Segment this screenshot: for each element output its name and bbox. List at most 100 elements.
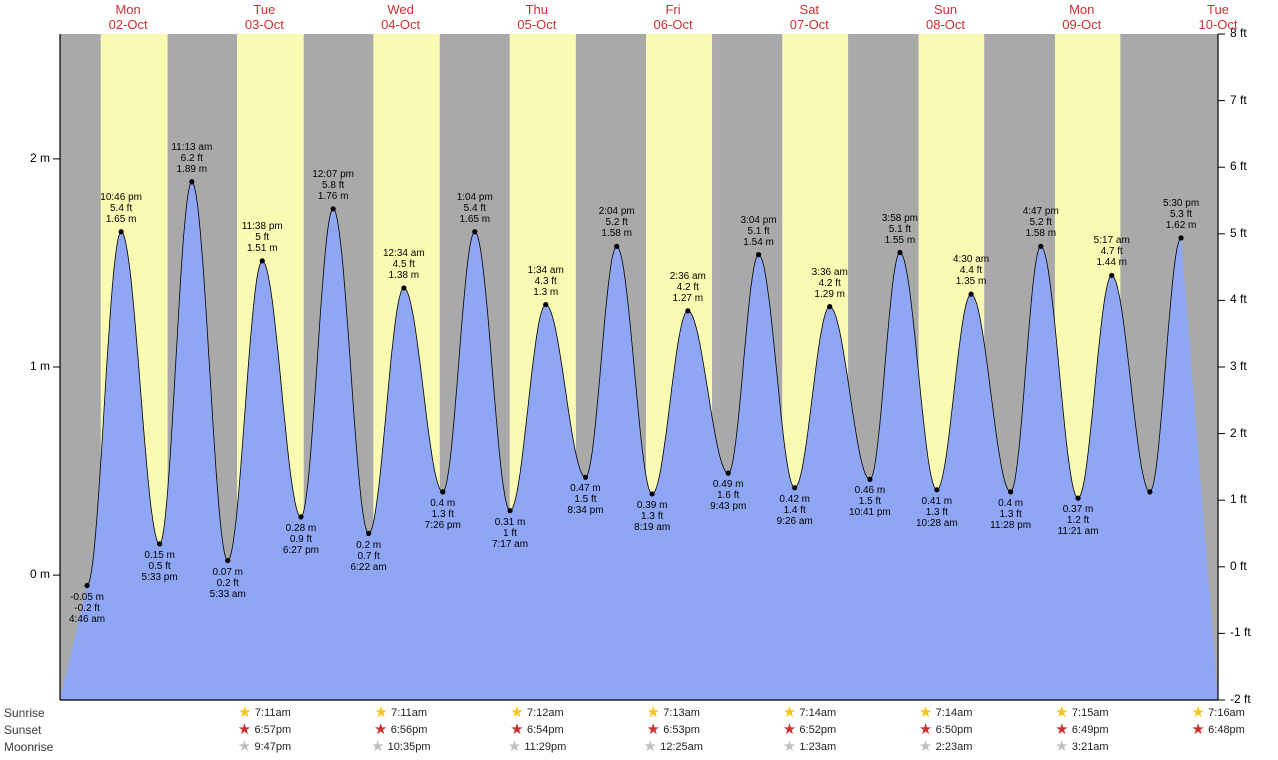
tide-extremum-point [1109, 273, 1114, 278]
day-date: 05-Oct [517, 18, 556, 33]
tide-extremum-label: 12:07 pm5.8 ft1.76 m [312, 169, 354, 202]
extremum-time: 1:34 am [528, 265, 564, 276]
extremum-time: 5:30 pm [1163, 198, 1199, 209]
extremum-time: 11:28 pm [990, 520, 1031, 531]
sunrise-star-icon: ★ [782, 706, 796, 720]
extremum-ft: 5.4 ft [100, 203, 142, 214]
extremum-time: 12:07 pm [312, 169, 354, 180]
moonrise-star-icon: ★ [1055, 740, 1069, 754]
tide-chart: 0 m1 m2 m-2 ft-1 ft0 ft1 ft2 ft3 ft4 ft5… [0, 0, 1278, 760]
extremum-ft: 0.5 ft [142, 561, 178, 572]
extremum-m: 0.37 m [1058, 504, 1099, 515]
sunset-cell: ★6:57pm [237, 723, 291, 737]
extremum-time: 6:27 pm [283, 545, 319, 556]
extremum-ft: 4.4 ft [953, 265, 989, 276]
sunset-cell: ★6:52pm [782, 723, 836, 737]
y-right-tick-label: 6 ft [1230, 159, 1247, 173]
tide-extremum-label: 1:34 am4.3 ft1.3 m [528, 265, 564, 298]
extremum-m: -0.05 m [69, 592, 105, 603]
extremum-time: 4:46 am [69, 614, 105, 625]
extremum-time: 10:28 am [916, 518, 958, 529]
sunrise-star-icon: ★ [1055, 706, 1069, 720]
extremum-m: 0.47 m [567, 483, 603, 494]
tide-extremum-point [1038, 244, 1043, 249]
moonrise-time: 1:23am [799, 741, 836, 753]
sunrise-cell: ★7:14am [782, 706, 836, 720]
extremum-m: 0.42 m [777, 494, 813, 505]
extremum-m: 1.55 m [882, 235, 918, 246]
extremum-time: 4:30 am [953, 254, 989, 265]
moonrise-cell: ★2:23am [919, 740, 973, 754]
sunset-time: 6:52pm [799, 724, 836, 736]
tide-extremum-point [1147, 489, 1152, 494]
tide-extremum-label: 0.39 m1.3 ft8:19 am [634, 500, 670, 533]
moonrise-cell: ★11:29pm [507, 740, 566, 754]
tide-extremum-label: 0.46 m1.5 ft10:41 pm [849, 485, 891, 518]
y-right-tick-label: 7 ft [1230, 93, 1247, 107]
extremum-m: 1.65 m [457, 214, 493, 225]
tide-extremum-label: 3:36 am4.2 ft1.29 m [812, 267, 848, 300]
tide-extremum-label: 3:58 pm5.1 ft1.55 m [882, 213, 918, 246]
extremum-ft: -0.2 ft [69, 603, 105, 614]
tide-extremum-label: 1:04 pm5.4 ft1.65 m [457, 192, 493, 225]
tide-extremum-point [827, 304, 832, 309]
extremum-m: 1.62 m [1163, 220, 1199, 231]
extremum-time: 8:34 pm [567, 505, 603, 516]
sunrise-time: 7:11am [391, 707, 427, 719]
sunrise-star-icon: ★ [374, 706, 388, 720]
moonrise-time: 11:29pm [524, 741, 566, 753]
extremum-time: 9:26 am [777, 516, 813, 527]
extremum-ft: 1 ft [492, 528, 528, 539]
extremum-time: 5:33 am [210, 589, 246, 600]
y-right-tick-label: 4 ft [1230, 292, 1247, 306]
extremum-m: 0.31 m [492, 517, 528, 528]
extremum-m: 1.54 m [741, 237, 777, 248]
tide-extremum-point [726, 471, 731, 476]
tide-extremum-point [934, 487, 939, 492]
extremum-ft: 5.3 ft [1163, 209, 1199, 220]
sunrise-star-icon: ★ [238, 706, 252, 720]
tide-extremum-point [157, 541, 162, 546]
tide-extremum-label: 0.47 m1.5 ft8:34 pm [567, 483, 603, 516]
tide-extremum-label: 0.28 m0.9 ft6:27 pm [283, 523, 319, 556]
tide-extremum-point [583, 475, 588, 480]
extremum-m: 0.07 m [210, 567, 246, 578]
extremum-ft: 1.2 ft [1058, 515, 1099, 526]
tide-extremum-point [401, 285, 406, 290]
tide-extremum-point [543, 302, 548, 307]
sunrise-cell: ★7:16am [1191, 706, 1245, 720]
tide-extremum-point [614, 244, 619, 249]
day-dow: Tue [1198, 3, 1237, 18]
day-date: 10-Oct [1198, 18, 1237, 33]
day-header: Thu05-Oct [517, 3, 556, 33]
extremum-ft: 5 ft [242, 232, 283, 243]
tide-extremum-label: 0.15 m0.5 ft5:33 pm [142, 550, 178, 583]
tide-extremum-point [440, 489, 445, 494]
extremum-time: 3:04 pm [741, 215, 777, 226]
tide-extremum-point [1008, 489, 1013, 494]
moonrise-time: 9:47pm [254, 741, 291, 753]
tide-extremum-label: 2:36 am4.2 ft1.27 m [670, 271, 706, 304]
moonrise-cell: ★3:21am [1055, 740, 1109, 754]
extremum-time: 9:43 pm [710, 501, 746, 512]
sunset-time: 6:56pm [391, 724, 428, 736]
sunset-star-icon: ★ [510, 723, 524, 737]
extremum-ft: 5.2 ft [1023, 217, 1059, 228]
tide-extremum-label: 11:13 am6.2 ft1.89 m [171, 142, 212, 175]
extremum-m: 1.89 m [171, 164, 212, 175]
extremum-time: 3:36 am [812, 267, 848, 278]
sunset-cell: ★6:50pm [919, 723, 973, 737]
sunrise-cell: ★7:13am [646, 706, 700, 720]
sunrise-time: 7:13am [663, 707, 700, 719]
sunset-time: 6:50pm [936, 724, 973, 736]
sunrise-time: 7:14am [799, 707, 836, 719]
extremum-m: 1.27 m [670, 293, 706, 304]
moonrise-cell: ★10:35pm [371, 740, 431, 754]
tide-extremum-point [366, 531, 371, 536]
day-dow: Sat [790, 3, 829, 18]
sunset-time: 6:48pm [1208, 724, 1245, 736]
tide-extremum-label: 5:30 pm5.3 ft1.62 m [1163, 198, 1199, 231]
sunset-time: 6:49pm [1072, 724, 1109, 736]
moonrise-time: 10:35pm [388, 741, 431, 753]
y-left-tick-label: 0 m [30, 567, 50, 581]
